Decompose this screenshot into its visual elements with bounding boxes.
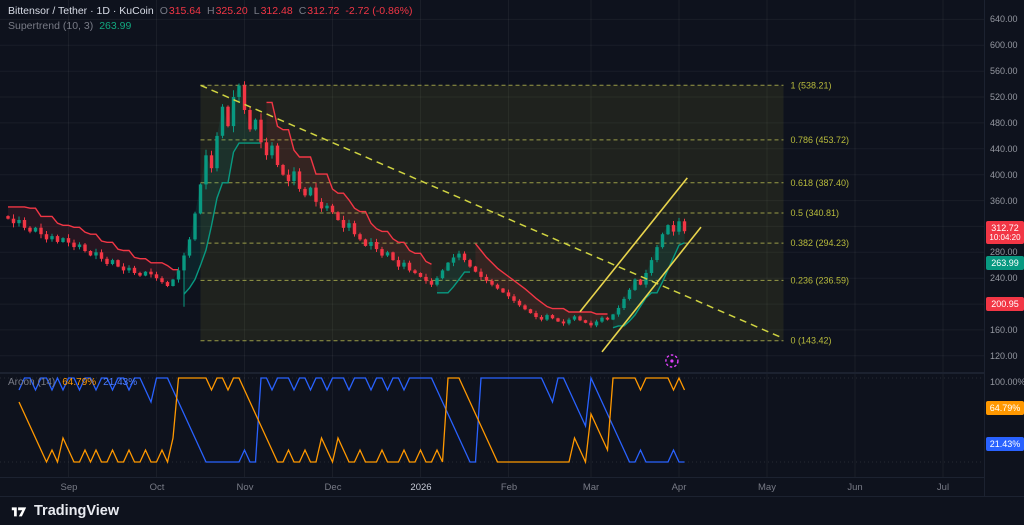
time-label: May: [758, 482, 776, 493]
aroon-down-value: 21.43%: [103, 377, 138, 388]
price-tick: 160.00: [990, 325, 1018, 335]
downtrend-line[interactable]: [200, 84, 784, 340]
time-label: Jul: [936, 482, 950, 493]
price-tick: 360.00: [990, 196, 1018, 206]
time-label: Oct: [149, 482, 165, 493]
price-tick: 400.00: [990, 170, 1018, 180]
supertrend-price-badge: 263.99: [986, 256, 1024, 270]
alert-price-badge: 200.95: [986, 297, 1024, 311]
time-label: Jun: [847, 482, 863, 493]
time-label: Mar: [582, 482, 600, 493]
price-tick: 640.00: [990, 14, 1018, 24]
time-label: Dec: [324, 482, 342, 493]
time-axis[interactable]: Sep Oct Nov Dec 2026 Feb Mar Apr May Jun Jul: [0, 477, 984, 496]
ohlc-close-label: C: [298, 5, 307, 17]
ohlc-open-label: O: [159, 5, 168, 17]
time-label: 2026: [410, 482, 432, 493]
time-label: Nov: [236, 482, 254, 493]
fib-level-label: 0.382 (294.23): [791, 238, 850, 248]
time-label: Sep: [60, 482, 78, 493]
aroon-lines: [18, 375, 686, 465]
ohlc-high: H 325.20: [207, 5, 248, 17]
price-tick: 240.00: [990, 273, 1018, 283]
price-tick: 560.00: [990, 66, 1018, 76]
candles-layer: [6, 81, 687, 328]
ohlc-high-label: H: [207, 5, 215, 17]
tradingview-logo[interactable]: TradingView: [10, 502, 119, 520]
aroon-up-value: 64.79%: [62, 377, 97, 388]
fib-level-label: 1 (538.21): [791, 80, 832, 90]
ohlc-low-label: L: [253, 5, 260, 17]
ohlc-close-value: 312.72: [307, 5, 340, 17]
aroon-down-badge: 21.43%: [986, 437, 1024, 451]
fib-level-label: 0.5 (340.81): [791, 208, 840, 218]
indicator-legend-row: Supertrend (10, 3) 263.99: [8, 20, 413, 32]
price-axis[interactable]: 640.00 600.00 560.00 520.00 480.00 440.00 400.…: [984, 0, 1024, 496]
symbol-title[interactable]: Bittensor / Tether · 1D · KuCoin: [8, 5, 154, 17]
aroon-legend: Aroon (14) 64.79% 21.43%: [8, 377, 137, 388]
symbol-legend-row: Bittensor / Tether · 1D · KuCoin O 315.6…: [8, 5, 413, 17]
price-tick: 520.00: [990, 92, 1018, 102]
pane-resize-handle[interactable]: [0, 372, 984, 374]
footer-bar: TradingView: [0, 496, 1024, 525]
ohlc-change: -2.72 (-0.86%): [345, 5, 413, 17]
main-price-chart[interactable]: 1 (538.21) 0.786 (453.72) 0.618 (387.40) 0.…: [0, 0, 984, 372]
fib-level-label: 0 (143.42): [791, 336, 832, 346]
last-price-badge: 312.72 10:04:20: [986, 221, 1024, 245]
ohlc-open-value: 315.64: [168, 5, 201, 17]
time-label: Feb: [500, 482, 518, 493]
parallel-channel[interactable]: [579, 177, 702, 353]
aroon-indicator-label[interactable]: Aroon (14): [8, 377, 56, 388]
indicator-supertrend-value: 263.99: [99, 20, 132, 32]
brand-name: TradingView: [34, 503, 120, 519]
price-tick: 280.00: [990, 247, 1018, 257]
fib-retracement[interactable]: [200, 84, 784, 342]
supertrend-layer: [8, 85, 685, 329]
fib-level-label: 0.786 (453.72): [791, 135, 850, 145]
aroon-up-badge: 64.79%: [986, 401, 1024, 415]
price-tick: 120.00: [990, 351, 1018, 361]
aroon-scale-label: 100.00%: [990, 377, 1024, 387]
ohlc-close: C 312.72: [299, 5, 340, 17]
ohlc-open: O 315.64: [160, 5, 201, 17]
tradingview-logo-icon: [11, 507, 27, 517]
price-tick: 600.00: [990, 40, 1018, 50]
chart-legend: Bittensor / Tether · 1D · KuCoin O 315.6…: [8, 5, 413, 35]
price-tick: 480.00: [990, 118, 1018, 128]
ohlc-low: L 312.48: [254, 5, 293, 17]
price-tick: 440.00: [990, 144, 1018, 154]
ohlc-low-value: 312.48: [260, 5, 293, 17]
indicator-supertrend-label[interactable]: Supertrend (10, 3): [8, 20, 94, 32]
fib-level-label: 0.236 (236.59): [791, 275, 850, 285]
sticker-marker[interactable]: [665, 354, 679, 368]
time-label: Apr: [671, 482, 687, 493]
aroon-indicator-chart[interactable]: [0, 374, 984, 477]
ohlc-high-value: 325.20: [215, 5, 248, 17]
fib-level-label: 0.618 (387.40): [791, 178, 850, 188]
